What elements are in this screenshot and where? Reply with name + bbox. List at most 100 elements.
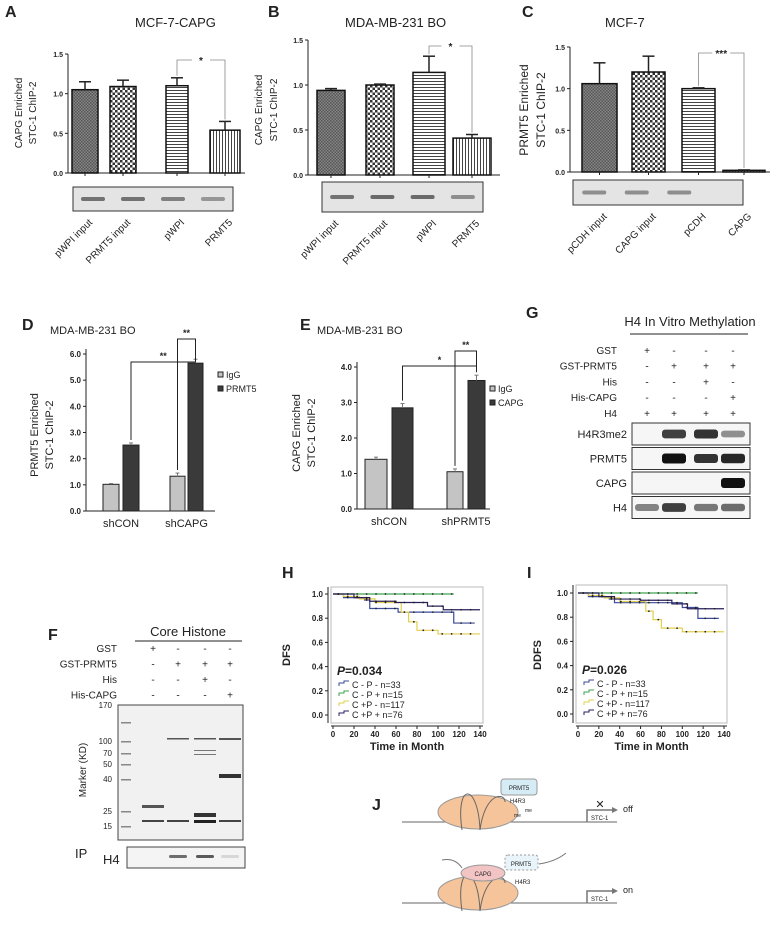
y-axis-label: CAPG Enriched [14, 78, 25, 149]
release-arrow [538, 852, 567, 865]
y-axis-label: DDFS [532, 640, 544, 670]
condition-sign: + [730, 362, 736, 373]
censor-mark [638, 600, 641, 603]
condition-sign: + [227, 660, 233, 671]
panel-letter-I: I [527, 565, 531, 582]
censor-mark [422, 601, 425, 604]
x-tick-label: 0 [576, 730, 581, 739]
y-axis-label: PRMT5 Enriched [29, 393, 41, 477]
legend-swatch [583, 699, 594, 705]
y-tick-label: 0.0 [312, 711, 324, 720]
block-x-icon: ✕ [595, 799, 604, 811]
state-label: on [623, 885, 633, 895]
legend-label: C +P + n=76 [597, 709, 648, 719]
gel-band [81, 197, 105, 201]
site-label: H4R3 [515, 880, 531, 886]
bar [365, 84, 395, 176]
censor-mark [657, 601, 660, 604]
methyl-mark: me [514, 813, 521, 819]
gene-label: STC-1 [591, 816, 609, 822]
censor-mark [441, 605, 444, 607]
bar [631, 71, 666, 173]
blot-image [631, 471, 751, 495]
x-tick-label: 40 [371, 730, 380, 739]
protein-band [142, 805, 164, 808]
legend-label: IgG [498, 384, 513, 394]
gel-band [410, 195, 435, 199]
panel-letter-B: B [268, 4, 280, 21]
marker-band [121, 753, 131, 755]
censor-mark [450, 633, 453, 635]
x-tick-label: 60 [392, 730, 401, 739]
marker-band [121, 779, 131, 781]
significance-label: ** [183, 328, 191, 338]
arrow-head [612, 807, 618, 813]
censor-mark [394, 593, 396, 595]
x-tick-label: CAPG input [613, 211, 658, 256]
condition-sign: + [644, 409, 650, 420]
censor-mark [685, 592, 688, 594]
y-tick-label: 1.0 [557, 589, 569, 598]
km-chart-I: 0.0 0.2 0.4 0.6 0.8 1.0 0 20 40 60 80 100 120 140 Time… [532, 584, 731, 753]
bar [364, 458, 388, 510]
bar [581, 82, 618, 173]
promoter-arrow [586, 809, 612, 822]
promoter-arrow [586, 890, 612, 903]
y-axis-label: CAPG Enriched [291, 394, 303, 472]
legend-swatch [583, 709, 594, 715]
bar [169, 475, 186, 512]
p-value: P=0.034 [337, 664, 382, 678]
blot-band [694, 503, 718, 512]
legend-swatch [338, 680, 349, 686]
legend-label: C - P + n=15 [597, 689, 648, 699]
condition-sign: + [175, 660, 181, 671]
blot-band [662, 429, 686, 439]
censor-mark [610, 592, 613, 594]
condition-sign: - [151, 691, 154, 702]
p-symbol: P [582, 663, 591, 677]
y-axis-label: STC-1 ChIP-2 [534, 72, 548, 148]
censor-mark [346, 595, 349, 598]
bar [187, 362, 204, 512]
censor-mark [375, 607, 377, 610]
censor-mark [648, 592, 650, 594]
prmt5-box-dissociating [504, 854, 539, 871]
chart-title: MCF-7-CAPG [135, 15, 216, 30]
censor-mark [591, 594, 594, 597]
x-tick-label: shCAPG [165, 518, 208, 530]
chart-E: MDA-MB-231 BO CAPG Enriched STC-1 ChIP-2 0.… [291, 325, 524, 528]
condition-sign: - [203, 691, 206, 702]
censor-mark [638, 592, 641, 594]
censor-mark [657, 618, 660, 621]
censor-mark [619, 598, 622, 600]
x-tick-label: 40 [615, 730, 624, 739]
censor-mark [403, 593, 406, 595]
legend-swatch [338, 690, 349, 696]
bar [109, 85, 137, 174]
panel-letter-D: D [22, 317, 34, 334]
censor-mark [666, 599, 669, 602]
y-tick-label: 2.0 [70, 455, 82, 464]
panel-letter-E: E [300, 317, 311, 334]
gel-band [624, 190, 649, 195]
histone-tail [460, 793, 506, 831]
x-tick-label: pWPI [162, 217, 187, 242]
censor-mark [638, 598, 641, 600]
blot-label: H4 [613, 503, 627, 515]
y-axis-label: PRMT5 Enriched [517, 64, 531, 155]
censor-mark [422, 611, 425, 614]
condition-sign: + [202, 675, 208, 686]
y-tick-label: 0.8 [312, 614, 324, 623]
protein-band [194, 750, 216, 751]
censor-mark [601, 592, 603, 594]
arrow-head [612, 888, 618, 894]
y-tick-label: 0.4 [312, 663, 324, 672]
panel-G: H4 In Vitro Methylation GST + - - - GST-PRMT5 -… [560, 314, 756, 519]
x-tick-label: 140 [473, 730, 487, 739]
x-tick-label: PRMT5 [203, 217, 235, 249]
chart-A: MCF-7-CAPG CAPG Enriched STC-1 ChIP-2 0.0 0.… [14, 15, 245, 266]
censor-mark [365, 596, 368, 599]
censor-mark [356, 596, 359, 599]
blot-band [721, 453, 745, 464]
